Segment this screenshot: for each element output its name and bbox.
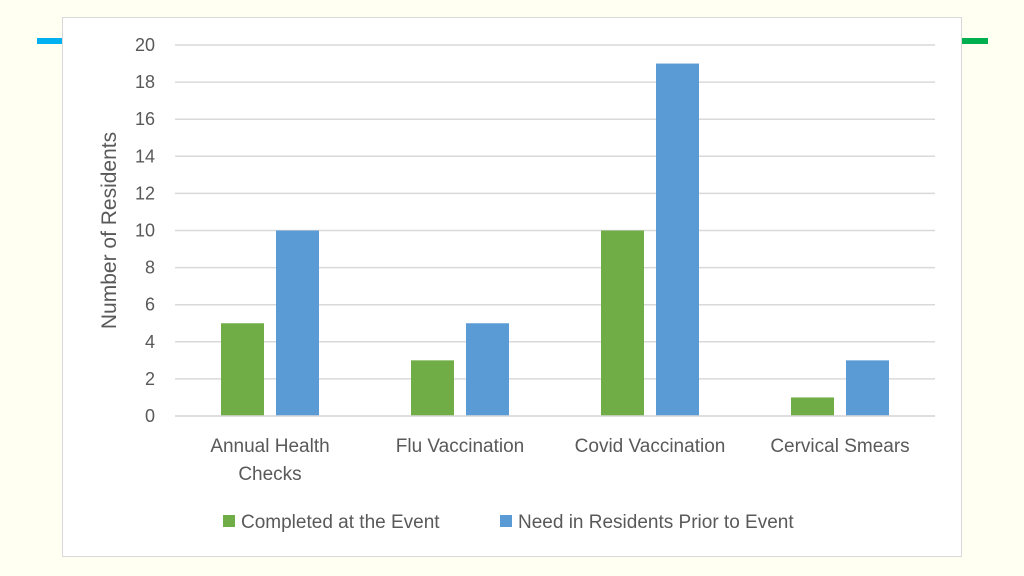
y-tick-label: 18 — [135, 72, 155, 92]
bar — [466, 323, 509, 416]
bar — [656, 63, 699, 417]
chart-panel: 0 2 4 6 8 10 12 14 16 18 20 Number of Residents Annu… — [62, 17, 962, 557]
bar — [791, 397, 834, 416]
y-tick-label: 8 — [145, 258, 155, 278]
x-category-label: Flu Vaccination — [396, 436, 525, 457]
bar — [221, 323, 264, 416]
bar-chart: 0 2 4 6 8 10 12 14 16 18 20 Number of Residents Annu… — [98, 35, 935, 533]
legend-label: Completed at the Event — [241, 512, 440, 533]
y-tick-label: 10 — [135, 221, 155, 241]
legend-swatch — [223, 515, 235, 527]
y-tick-label: 12 — [135, 183, 155, 203]
legend-swatch — [500, 515, 512, 527]
x-category-label: Annual Health — [210, 436, 329, 457]
right-accent-bar — [962, 38, 988, 44]
y-tick-label: 20 — [135, 35, 155, 55]
legend-label: Need in Residents Prior to Event — [518, 512, 794, 533]
bar — [601, 230, 644, 416]
x-category-label: Covid Vaccination — [575, 436, 726, 457]
y-tick-label: 14 — [135, 146, 155, 166]
x-category-label: Checks — [238, 464, 301, 485]
bar — [411, 360, 454, 416]
y-axis-title: Number of Residents — [98, 132, 121, 329]
y-tick-label: 0 — [145, 406, 155, 426]
bar — [846, 360, 889, 416]
x-category-label: Cervical Smears — [770, 436, 909, 457]
y-tick-label: 4 — [145, 332, 155, 352]
y-tick-label: 16 — [135, 109, 155, 129]
y-tick-label: 2 — [145, 369, 155, 389]
bar — [276, 230, 319, 416]
left-accent-bar — [37, 38, 63, 44]
y-tick-label: 6 — [145, 295, 155, 315]
